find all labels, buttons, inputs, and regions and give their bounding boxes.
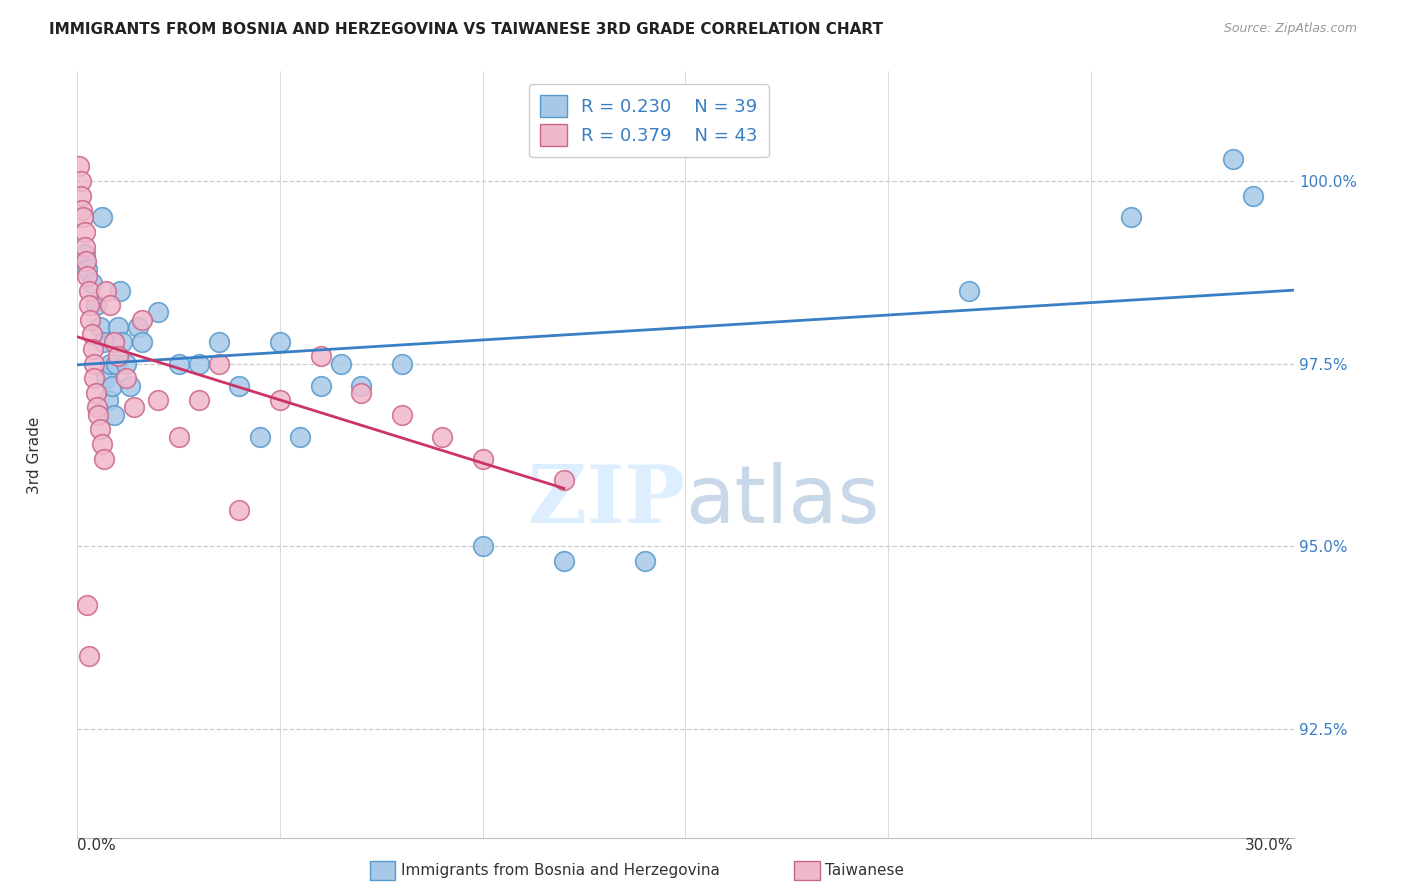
Point	[84, 298, 107, 312]
Point	[94, 284, 117, 298]
Point	[103, 334, 125, 349]
Point	[127, 320, 149, 334]
Point	[107, 320, 129, 334]
Point	[76, 261, 98, 276]
Point	[80, 277, 103, 291]
Point	[131, 334, 153, 349]
Point	[122, 401, 145, 415]
Point	[90, 211, 112, 225]
Point	[104, 357, 127, 371]
Point	[167, 430, 190, 444]
Point	[101, 378, 124, 392]
Point	[1241, 188, 1264, 202]
Point	[553, 474, 575, 488]
Point	[83, 357, 105, 371]
Point	[430, 430, 453, 444]
Point	[269, 334, 291, 349]
Point	[67, 159, 90, 173]
Point	[228, 378, 250, 392]
Point	[957, 284, 980, 298]
Point	[98, 298, 121, 312]
Point	[79, 298, 101, 312]
Point	[69, 174, 91, 188]
Point	[148, 393, 170, 408]
Point	[350, 378, 373, 392]
Point	[350, 385, 373, 400]
Text: 30.0%: 30.0%	[1246, 838, 1294, 854]
Point	[208, 357, 231, 371]
Point	[329, 357, 352, 371]
Point	[75, 240, 97, 254]
Point	[84, 385, 107, 400]
Point	[1222, 152, 1244, 166]
Point	[76, 598, 98, 612]
Point	[290, 430, 312, 444]
Point	[1121, 211, 1143, 225]
Point	[82, 342, 104, 356]
Text: IMMIGRANTS FROM BOSNIA AND HERZEGOVINA VS TAIWANESE 3RD GRADE CORRELATION CHART: IMMIGRANTS FROM BOSNIA AND HERZEGOVINA V…	[49, 22, 883, 37]
Point	[79, 312, 101, 326]
Text: 0.0%: 0.0%	[77, 838, 117, 854]
Point	[471, 451, 494, 466]
Point	[70, 188, 93, 202]
Point	[90, 437, 112, 451]
Point	[77, 284, 100, 298]
Point	[249, 430, 271, 444]
Point	[391, 408, 413, 422]
Text: Immigrants from Bosnia and Herzegovina: Immigrants from Bosnia and Herzegovina	[401, 863, 720, 878]
Point	[107, 349, 129, 363]
Point	[118, 378, 141, 392]
Point	[86, 408, 108, 422]
Point	[228, 502, 250, 516]
Point	[188, 357, 211, 371]
Legend: R = 0.230    N = 39, R = 0.379    N = 43: R = 0.230 N = 39, R = 0.379 N = 43	[529, 84, 769, 157]
Point	[76, 268, 98, 283]
Point	[188, 393, 211, 408]
Point	[75, 254, 97, 268]
Point	[83, 371, 105, 385]
Point	[70, 203, 93, 218]
Point	[86, 401, 108, 415]
Point	[208, 334, 231, 349]
Point	[309, 349, 332, 363]
Point	[89, 320, 111, 334]
Point	[103, 408, 125, 422]
Point	[634, 554, 657, 568]
Point	[72, 211, 94, 225]
Point	[391, 357, 413, 371]
Text: atlas: atlas	[686, 462, 880, 540]
Point	[73, 225, 96, 239]
Point	[80, 327, 103, 342]
Point	[79, 648, 101, 663]
Point	[93, 334, 115, 349]
Point	[93, 451, 115, 466]
Point	[97, 393, 120, 408]
Point	[98, 357, 121, 371]
Text: Taiwanese: Taiwanese	[825, 863, 904, 878]
Point	[131, 312, 153, 326]
Point	[309, 378, 332, 392]
Point	[94, 371, 117, 385]
Point	[73, 247, 96, 261]
Point	[108, 284, 131, 298]
Point	[269, 393, 291, 408]
Point	[115, 357, 138, 371]
Point	[148, 305, 170, 319]
Text: 3rd Grade: 3rd Grade	[27, 417, 42, 493]
Point	[89, 422, 111, 436]
Point	[167, 357, 190, 371]
Point	[115, 371, 138, 385]
Point	[471, 539, 494, 553]
Text: Source: ZipAtlas.com: Source: ZipAtlas.com	[1223, 22, 1357, 36]
Point	[111, 334, 134, 349]
Point	[553, 554, 575, 568]
Text: ZIP: ZIP	[529, 462, 686, 540]
